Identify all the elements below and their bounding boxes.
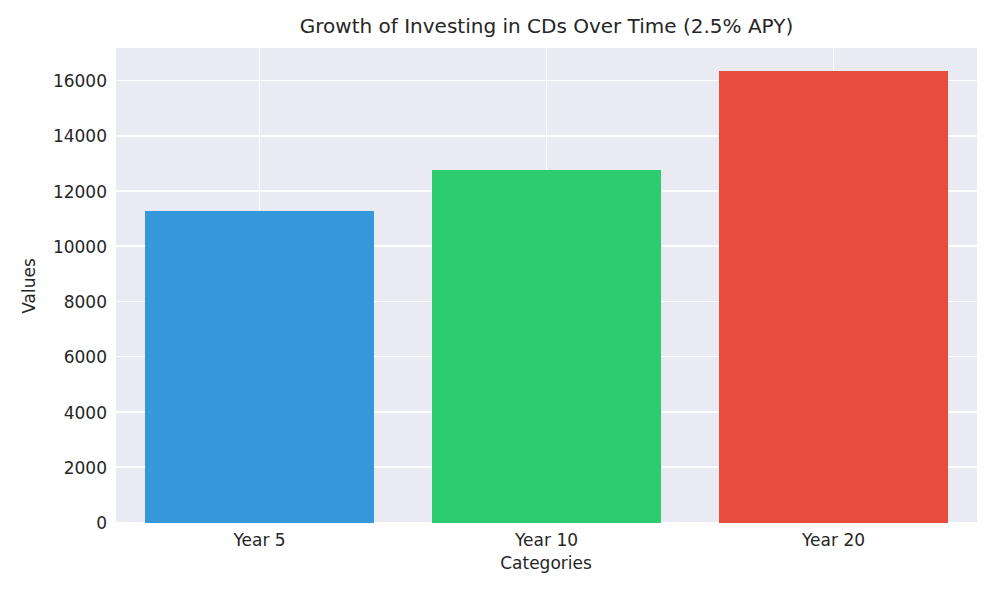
x-tick-label: Year 5 [233, 530, 285, 550]
x-tick-label: Year 20 [802, 530, 865, 550]
bar-year-20 [719, 71, 949, 523]
y-tick-label: 8000 [0, 292, 107, 312]
y-tick-label: 16000 [0, 71, 107, 91]
chart-figure: Growth of Investing in CDs Over Time (2.… [0, 0, 1000, 600]
bar-year-5 [145, 211, 375, 523]
bar-year-10 [432, 170, 662, 523]
y-tick-label: 6000 [0, 347, 107, 367]
x-tick-label: Year 10 [515, 530, 578, 550]
x-axis-label: Categories [500, 553, 592, 573]
y-tick-label: 2000 [0, 458, 107, 478]
y-tick-label: 0 [0, 513, 107, 533]
y-tick-label: 14000 [0, 126, 107, 146]
y-tick-label: 12000 [0, 182, 107, 202]
y-tick-label: 10000 [0, 237, 107, 257]
plot-area [116, 48, 977, 523]
y-tick-label: 4000 [0, 403, 107, 423]
chart-title: Growth of Investing in CDs Over Time (2.… [116, 14, 977, 38]
